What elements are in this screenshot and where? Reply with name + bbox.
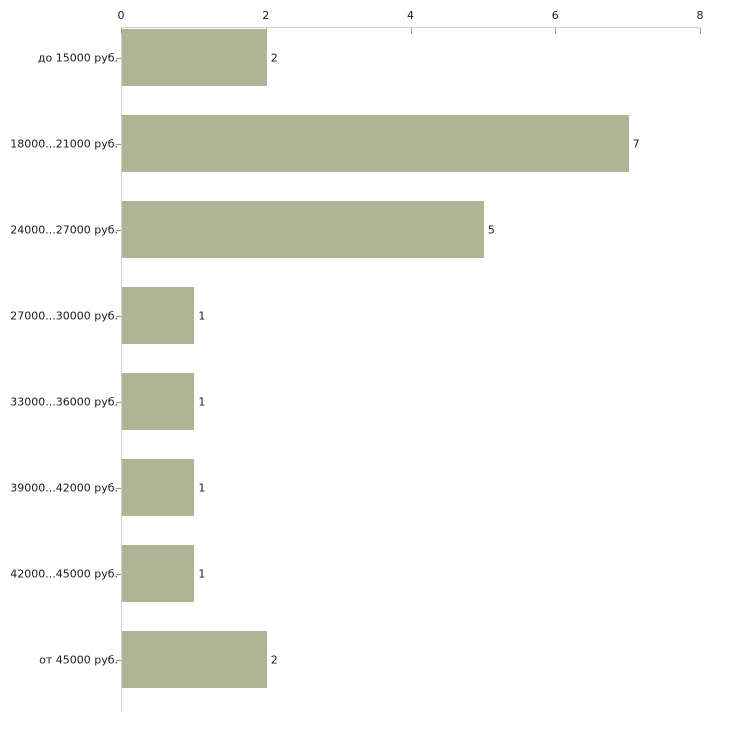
x-tick-label: 4 [407,9,414,22]
y-axis-category-label: 33000...36000 руб. [10,395,118,408]
y-tick-mark [116,659,121,661]
bar[interactable] [122,287,195,344]
bar-value-label: 1 [198,395,206,408]
x-tick-mark [555,28,557,34]
y-tick-mark [116,229,121,231]
bar[interactable] [122,373,195,430]
y-tick-mark [116,143,121,145]
bar[interactable] [122,29,267,86]
y-tick-mark [116,401,121,403]
bar-value-label: 7 [632,137,640,150]
y-tick-mark [116,315,121,317]
bar[interactable] [122,545,195,602]
bar-value-label: 1 [198,567,206,580]
y-axis-category-label: 18000...21000 руб. [10,137,118,150]
bar-value-label: 2 [270,51,278,64]
y-tick-mark [116,487,121,489]
bar-value-label: 1 [198,481,206,494]
x-tick-mark [121,28,122,34]
x-tick-label: 8 [696,9,704,22]
bar-value-label: 2 [270,653,278,666]
bar[interactable] [122,201,484,258]
x-axis-line [121,27,700,28]
y-axis-category-label: от 45000 руб. [39,653,118,666]
bar[interactable] [122,631,267,688]
bar[interactable] [122,115,629,172]
x-tick-label: 0 [117,9,125,22]
x-tick-label: 6 [551,9,559,22]
x-tick-mark [700,28,701,34]
y-axis-category-label: 39000...42000 руб. [10,481,118,494]
x-tick-mark [410,28,412,34]
y-axis-category-label: 24000...27000 руб. [10,223,118,236]
y-axis-line [121,27,122,712]
x-tick-label: 2 [262,9,270,22]
y-axis-category-label: 42000...45000 руб. [10,567,118,580]
y-axis-category-label: 27000...30000 руб. [10,309,118,322]
bar-value-label: 1 [198,309,206,322]
bar[interactable] [122,459,195,516]
y-tick-mark [116,57,121,59]
y-axis-category-label: до 15000 руб. [37,51,118,64]
y-tick-mark [116,573,121,575]
bar-value-label: 5 [487,223,495,236]
